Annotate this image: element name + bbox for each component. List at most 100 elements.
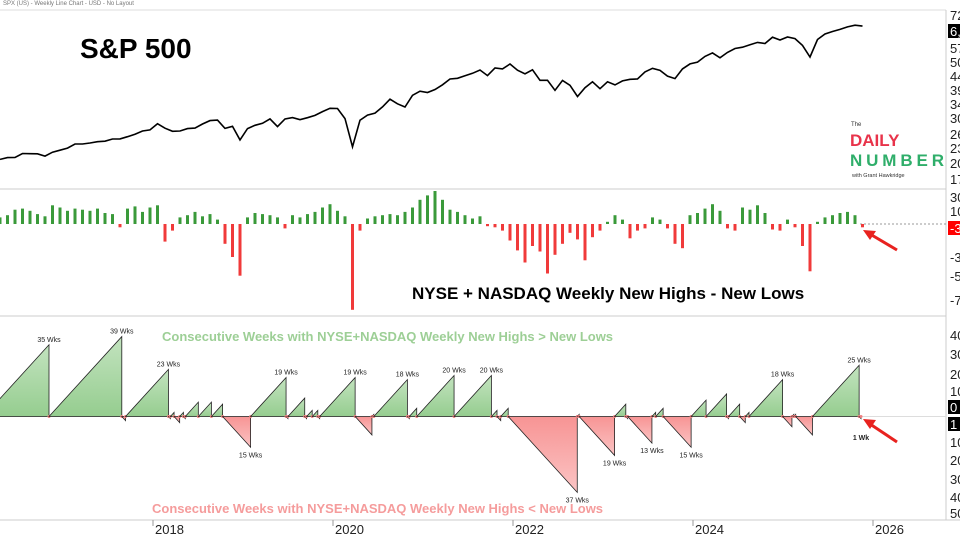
bar-positive <box>411 207 414 224</box>
x-tick: 2024 <box>695 522 724 537</box>
bar-negative <box>516 224 519 251</box>
bar-negative <box>808 224 812 272</box>
streak-positive <box>415 374 455 417</box>
positive-streak-title: Consecutive Weeks with NYSE+NASDAQ Weekl… <box>162 329 613 344</box>
bar-positive <box>6 215 9 224</box>
streak-positive <box>727 403 741 417</box>
x-tick: 2018 <box>155 522 184 537</box>
streak-positive <box>318 376 356 417</box>
bar-positive <box>261 214 264 224</box>
bar-positive <box>13 209 17 224</box>
streak-negative <box>354 416 373 436</box>
logo-number: NUMBER <box>850 151 944 170</box>
bar-positive <box>478 216 482 224</box>
streak-label: 23 Wks <box>157 361 181 368</box>
bar-negative <box>561 224 564 244</box>
bar-positive <box>718 210 722 224</box>
y-tick: 23 <box>950 141 960 156</box>
streak-y-axis: 40 30 20 10 10 20 30 40 50 0 1 <box>948 328 960 521</box>
bar-negative <box>163 224 167 242</box>
bar-negative <box>493 224 497 228</box>
y-tick: 30 <box>950 111 960 126</box>
bar-negative <box>486 224 489 227</box>
bar-positive <box>51 205 54 224</box>
bar-negative <box>681 224 684 249</box>
bar-negative <box>666 224 669 229</box>
bar-positive <box>381 215 384 224</box>
bar-positive <box>621 219 624 224</box>
bar-positive <box>141 211 144 224</box>
bar-negative <box>576 224 579 240</box>
bar-positive <box>268 215 272 224</box>
bar-negative <box>778 224 782 231</box>
bar-positive <box>711 204 714 224</box>
net-highs-title: NYSE + NASDAQ Weekly New Highs - New Low… <box>412 284 804 303</box>
y-tick: 26 <box>950 127 960 142</box>
bar-positive <box>471 218 474 224</box>
streak-positive <box>287 397 306 417</box>
bar-positive <box>448 209 452 224</box>
streak-positive <box>197 401 212 417</box>
streak-negative <box>221 416 251 449</box>
bar-negative <box>171 224 174 231</box>
y-tick: 72 <box>950 8 960 23</box>
streak-negative <box>173 416 181 424</box>
bar-positive <box>426 195 429 224</box>
bar-negative <box>283 224 287 229</box>
bar-positive <box>463 215 467 224</box>
bar-negative <box>351 224 354 310</box>
bar-positive <box>103 213 107 224</box>
streak-last-value-pos: 0 <box>950 400 957 415</box>
bar-positive <box>156 205 159 224</box>
bar-positive <box>433 191 437 224</box>
bar-positive <box>321 207 324 224</box>
negative-streak-title: Consecutive Weeks with NYSE+NASDAQ Weekl… <box>152 501 603 516</box>
streak-positive <box>305 409 313 417</box>
bar-positive <box>441 199 444 224</box>
bar-positive <box>816 221 819 224</box>
bar-negative <box>238 224 242 276</box>
bar-positive <box>253 213 257 224</box>
bar-positive <box>786 219 789 224</box>
y-tick: 10 <box>950 384 960 399</box>
bar-positive <box>741 207 744 224</box>
bar-negative <box>531 224 534 246</box>
streak-negative <box>578 416 615 457</box>
y-tick: 20 <box>950 453 960 468</box>
y-tick: 34 <box>950 97 960 112</box>
bar-negative <box>861 224 864 228</box>
bar-negative <box>801 224 804 246</box>
bar-positive <box>456 211 459 224</box>
bar-negative <box>358 224 362 231</box>
bar-positive <box>403 211 407 224</box>
streak-label: 39 Wks <box>110 329 134 336</box>
bar-positive <box>696 213 699 224</box>
bar-negative <box>538 224 542 252</box>
bar-positive <box>111 214 114 224</box>
red-arrow-1 <box>863 230 898 252</box>
streak-positive <box>490 409 498 417</box>
streak-label: 18 Wks <box>396 372 420 379</box>
streak-negative <box>794 416 813 436</box>
streak-positive <box>372 378 408 417</box>
logo-byline: with Grant Hawkridge <box>851 173 905 179</box>
streak-positive <box>690 399 707 417</box>
bar-positive <box>366 218 369 224</box>
bar-positive <box>763 213 767 224</box>
bar-positive <box>148 207 152 224</box>
bar-positive <box>216 219 219 224</box>
y-tick: 17 <box>950 172 960 187</box>
streak-positive <box>249 376 287 417</box>
y-tick: 40 <box>950 490 960 505</box>
x-tick: 2026 <box>875 522 904 537</box>
bar-positive <box>291 215 294 224</box>
bar-negative <box>643 224 647 229</box>
streak-label: 15 Wks <box>239 452 263 459</box>
bar-positive <box>373 216 377 224</box>
y-tick: 50 <box>950 506 960 521</box>
streak-positive <box>811 364 860 417</box>
bar-positive <box>96 208 99 224</box>
bar-positive <box>328 204 332 224</box>
streak-label: 20 Wks <box>480 368 504 375</box>
streak-label: 19 Wks <box>603 460 627 467</box>
